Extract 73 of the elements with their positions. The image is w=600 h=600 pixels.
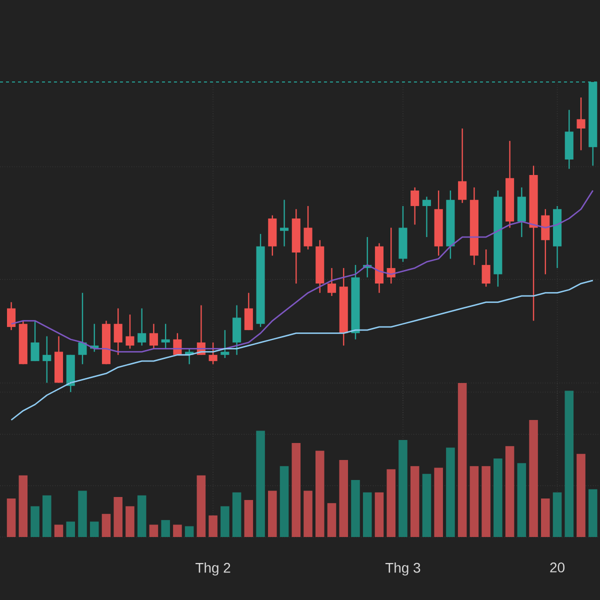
candlestick — [30, 320, 40, 362]
candlestick — [7, 302, 16, 331]
candlestick — [161, 323, 170, 350]
candlestick — [422, 196, 431, 238]
bar — [446, 448, 455, 537]
x-tick-label: Thg 3 — [385, 562, 420, 576]
candlestick — [42, 336, 52, 384]
bar — [42, 495, 52, 537]
candlestick — [280, 199, 289, 247]
bar — [351, 480, 360, 537]
candlestick — [576, 96, 586, 151]
bar — [327, 503, 336, 537]
bar — [220, 506, 230, 537]
candlestick — [410, 186, 420, 226]
candlestick — [138, 308, 146, 346]
bar — [66, 522, 76, 537]
bar — [434, 468, 443, 537]
candlestick — [244, 292, 253, 331]
candlestick — [126, 314, 134, 350]
bar — [362, 492, 372, 537]
bar — [374, 492, 384, 537]
bar — [541, 498, 550, 537]
bar — [6, 498, 16, 537]
candlestick — [482, 248, 490, 288]
bar — [564, 390, 574, 537]
candlestick — [327, 267, 336, 297]
bar — [458, 383, 467, 537]
bar — [78, 490, 87, 537]
candlestick — [114, 308, 122, 356]
candlestick — [78, 292, 87, 365]
bar — [149, 524, 158, 537]
bar — [315, 450, 324, 537]
candlestick — [220, 329, 230, 359]
bar — [18, 475, 28, 537]
candlestick — [458, 128, 467, 204]
bar — [552, 492, 562, 537]
bar — [386, 469, 396, 537]
bar — [173, 524, 182, 537]
bar — [292, 443, 301, 537]
bar — [517, 463, 526, 537]
bar — [90, 522, 99, 537]
bar — [244, 500, 254, 537]
bar — [398, 440, 408, 537]
bar — [304, 490, 312, 537]
bar — [482, 466, 490, 537]
bar — [576, 454, 586, 537]
bar — [410, 466, 420, 537]
bar — [114, 496, 122, 537]
bar — [339, 460, 348, 537]
bar — [268, 490, 277, 537]
bar — [505, 446, 514, 537]
candlestick — [208, 342, 218, 365]
x-tick-label: Thg 2 — [196, 562, 230, 576]
bar — [184, 526, 194, 537]
bar — [102, 514, 111, 537]
bar — [588, 489, 598, 537]
bar — [494, 458, 502, 537]
candlestick — [304, 205, 312, 250]
bar — [196, 475, 206, 537]
bar — [30, 506, 40, 537]
bar — [161, 520, 170, 537]
bar — [232, 492, 242, 537]
bar — [470, 466, 479, 537]
bar — [54, 524, 64, 537]
bar — [280, 466, 289, 537]
bar — [126, 506, 134, 537]
bar — [137, 495, 146, 537]
bar — [422, 474, 432, 537]
bar — [529, 420, 538, 537]
candlestick — [149, 323, 158, 350]
x-tick-label: 20 — [550, 562, 564, 572]
bar — [256, 430, 265, 537]
bar — [208, 515, 218, 537]
